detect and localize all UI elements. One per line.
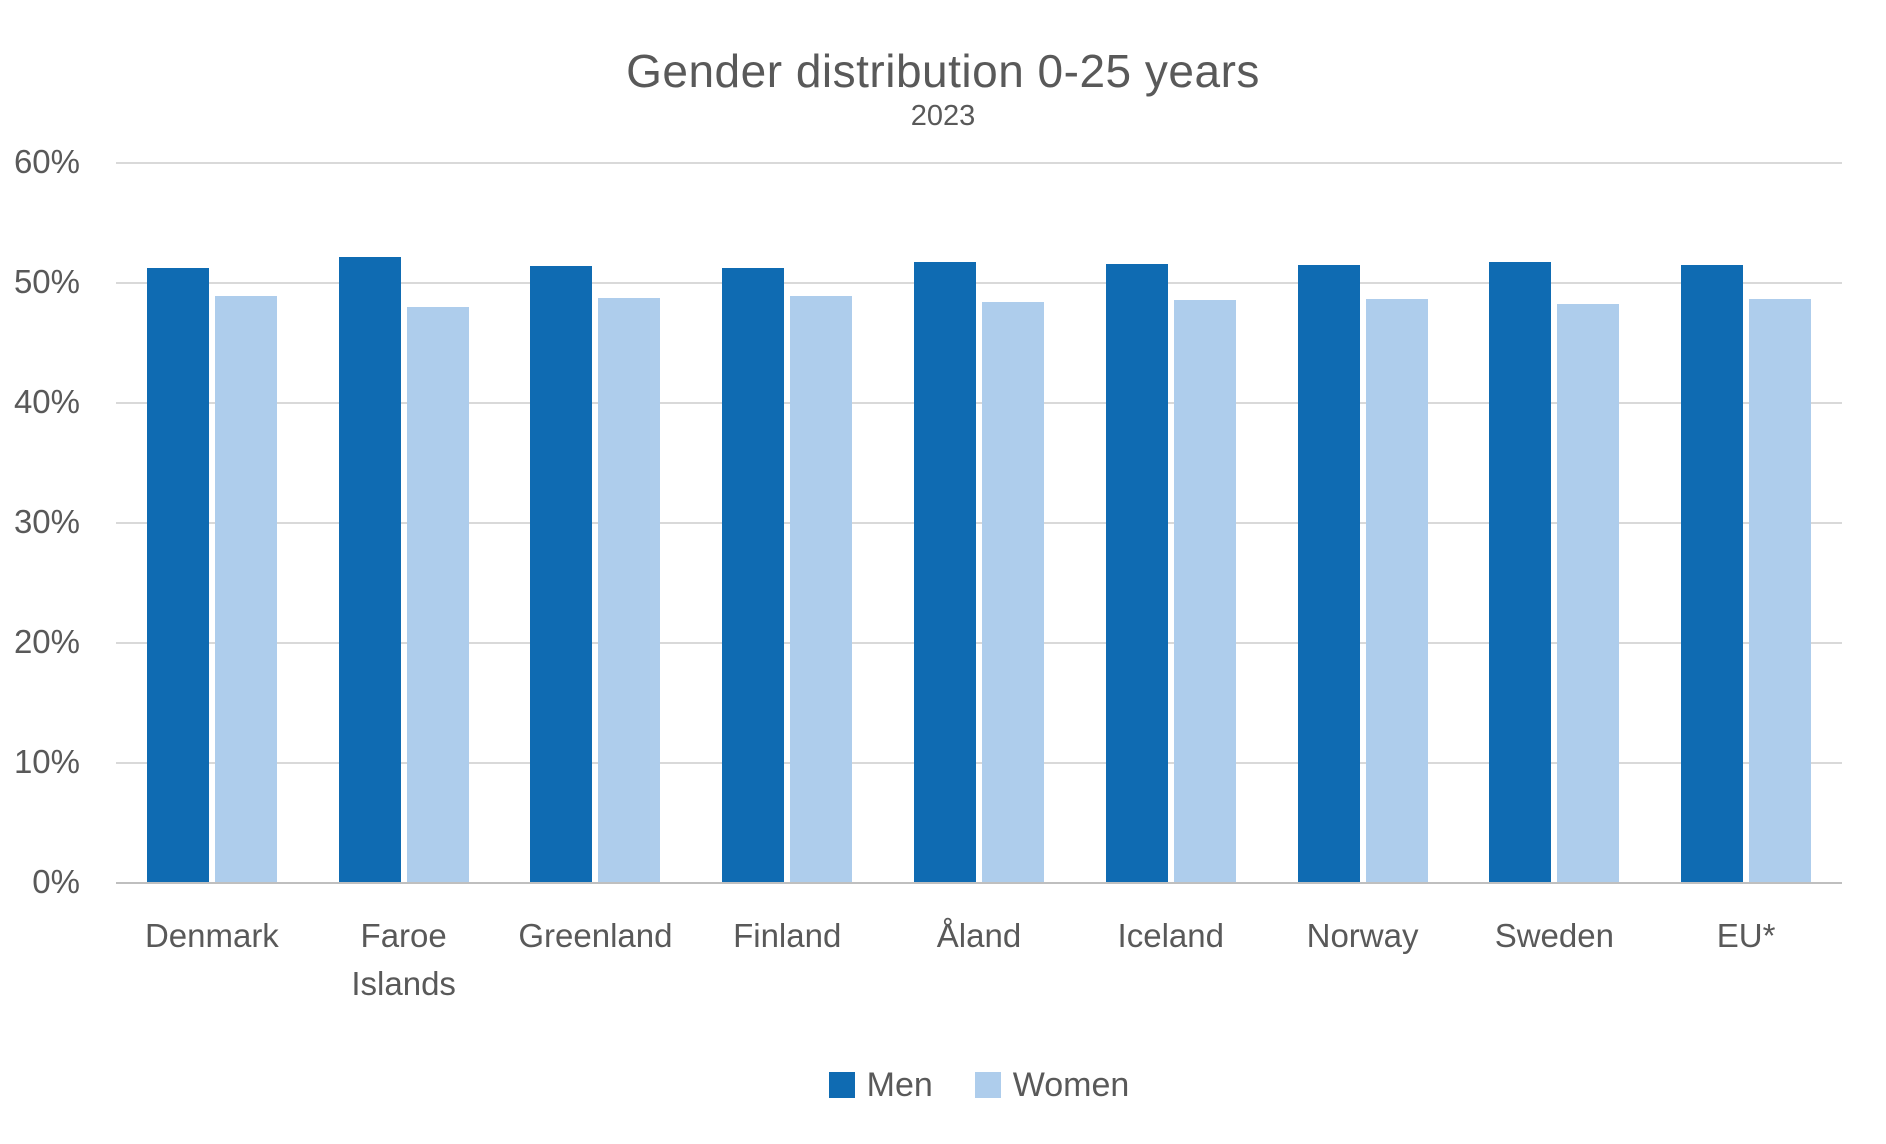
x-label-faroe-islands: Faroe Islands (351, 917, 456, 1002)
bar-men--land (914, 261, 976, 882)
bar-men-finland (722, 267, 785, 882)
men-series-swatch (828, 1072, 855, 1098)
y-axis: 0% 10% 20% 30% 40% 50% 60% (0, 0, 96, 920)
gridline-10 (116, 762, 1842, 764)
plot-area (116, 162, 1842, 884)
x-label-norway: Norway (1306, 917, 1419, 954)
x-axis: Denmark Faroe Islands Greenland Finland Ålan… (116, 912, 1842, 1042)
gridline-20 (116, 642, 1842, 644)
bar-men-iceland (1105, 264, 1168, 882)
bar-women-greenland (598, 297, 661, 882)
chart-title: Gender distribution 0-25 years (626, 45, 1260, 97)
bar-men-norway (1297, 265, 1360, 882)
bar-women-iceland (1173, 300, 1236, 882)
bar-women-faroe-islands (406, 307, 469, 882)
gridline-50 (116, 282, 1842, 284)
bar-women-eu- (1749, 298, 1812, 882)
legend-label-women: Women (1012, 1065, 1130, 1104)
gridline-40 (116, 402, 1842, 404)
women-series-swatch (974, 1072, 1001, 1098)
bar-women-denmark (214, 296, 277, 882)
y-tick-label-40: 40% (13, 383, 80, 420)
y-tick-label-10: 10% (13, 743, 80, 780)
bar-men-denmark (146, 267, 209, 882)
y-tick-label-60: 60% (13, 143, 80, 180)
x-label-iceland: Iceland (1117, 917, 1224, 954)
y-tick-label-50: 50% (13, 263, 80, 300)
bar-men-eu- (1681, 265, 1744, 882)
gridline-30 (116, 522, 1842, 524)
x-label--land: Åland (936, 917, 1022, 954)
legend-item-women: Women (974, 1065, 1130, 1105)
bar-men-sweden (1489, 261, 1552, 882)
x-label-greenland: Greenland (518, 917, 673, 954)
bar-women-sweden (1557, 303, 1620, 882)
legend: Men Women (116, 1060, 1842, 1110)
y-tick-label-0: 0% (32, 863, 80, 900)
bar-women-norway (1365, 298, 1428, 882)
bar-men-greenland (530, 266, 593, 882)
legend-item-men: Men (828, 1065, 933, 1105)
chart-subtitle: 2023 (910, 100, 976, 132)
bar-women--land (982, 302, 1044, 882)
gridline-60 (116, 162, 1842, 164)
legend-label-men: Men (866, 1065, 933, 1104)
bar-women-finland (790, 296, 853, 882)
x-label-sweden: Sweden (1494, 917, 1614, 954)
bar-men-faroe-islands (338, 256, 401, 882)
y-tick-label-20: 20% (13, 623, 80, 660)
x-label-eu-: EU* (1716, 917, 1776, 954)
x-label-finland: Finland (733, 917, 842, 954)
y-tick-label-30: 30% (13, 503, 80, 540)
x-label-denmark: Denmark (144, 917, 279, 954)
